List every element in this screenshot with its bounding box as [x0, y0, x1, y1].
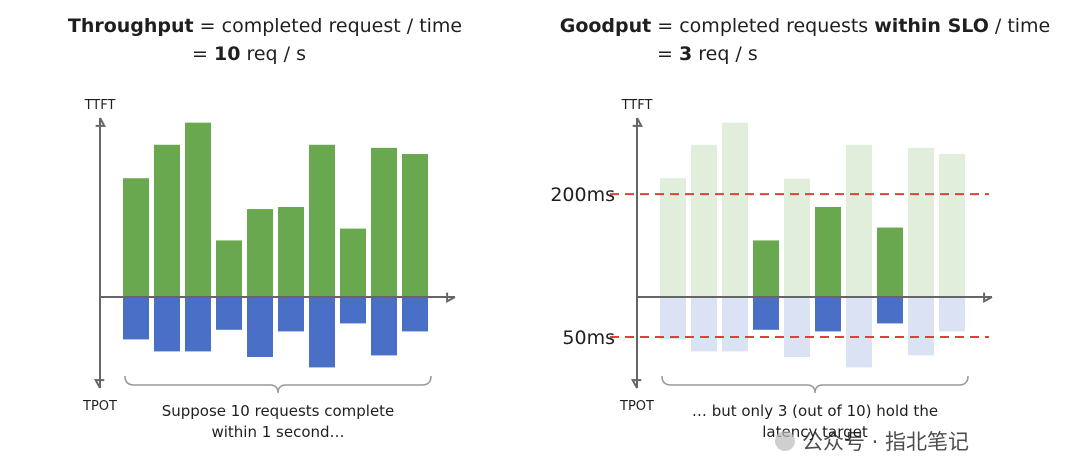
title: = 3 req / s	[657, 43, 758, 65]
title-part: = completed requests	[651, 15, 874, 37]
ttft-bar	[185, 122, 211, 297]
tpot-bar	[185, 298, 211, 352]
tpot-bar	[846, 298, 872, 368]
caption: … but only 3 (out of 10) hold the	[692, 402, 938, 420]
tpot-bar	[722, 298, 748, 352]
ttft-bar	[877, 227, 903, 296]
title-part: Throughput	[68, 15, 194, 37]
tpot-bar	[247, 298, 273, 357]
ttft-bar	[846, 144, 872, 296]
ttft-bar	[340, 228, 366, 296]
title-part: within SLO	[874, 15, 989, 37]
ttft-bar	[247, 209, 273, 296]
ttft-bar	[784, 178, 810, 296]
ttft-bar	[216, 240, 242, 296]
tpot-bar	[753, 298, 779, 330]
title-part: = completed request / time	[194, 15, 462, 37]
title: Throughput = completed request / time	[68, 15, 462, 37]
title-part: 3	[679, 43, 692, 65]
ttft-bar	[908, 147, 934, 296]
ttft-bar	[278, 207, 304, 296]
y-axis-label: TTFT	[84, 98, 116, 113]
tpot-bar	[278, 298, 304, 332]
tpot-bar	[123, 298, 149, 340]
ttft-bar	[402, 154, 428, 296]
tpot-bar	[371, 298, 397, 356]
y-axis-label: TTFT	[621, 98, 653, 113]
tpot-bar	[784, 298, 810, 357]
tpot-bar	[877, 298, 903, 324]
brace	[124, 375, 432, 394]
arrow-head	[983, 292, 993, 304]
ttft-bar	[309, 144, 335, 296]
threshold-label: 50ms	[562, 327, 615, 349]
arrow-head	[93, 379, 105, 389]
tpot-bar	[340, 298, 366, 324]
title: = 10 req / s	[192, 43, 306, 65]
caption: within 1 second…	[211, 423, 344, 441]
ttft-bar	[123, 178, 149, 296]
watermark: 公众号 · 指北笔记	[802, 430, 969, 454]
tpot-bar	[216, 298, 242, 330]
ttft-bar	[815, 207, 841, 296]
arrow-head	[630, 379, 642, 389]
title-part: Goodput	[560, 15, 652, 37]
threshold-label: 200ms	[550, 184, 615, 206]
title: Goodput = completed requests within SLO …	[560, 15, 1051, 37]
watermark-icon	[775, 431, 795, 451]
arrow-head	[95, 117, 107, 127]
ttft-bar	[722, 122, 748, 297]
ttft-bar	[660, 178, 686, 296]
tpot-bar	[939, 298, 965, 332]
ttft-bar	[691, 144, 717, 296]
title-part: req / s	[240, 43, 306, 65]
caption: Suppose 10 requests complete	[162, 402, 395, 420]
tpot-bar	[154, 298, 180, 352]
arrow-head	[632, 117, 644, 127]
tpot-bar	[309, 298, 335, 368]
title-part: =	[192, 43, 214, 65]
y2-axis-label: TPOT	[82, 399, 117, 414]
tpot-bar	[660, 298, 686, 340]
arrow-head	[446, 292, 456, 304]
title-part: 10	[214, 43, 240, 65]
title-part: / time	[989, 15, 1050, 37]
ttft-bar	[371, 147, 397, 296]
ttft-bar	[939, 154, 965, 296]
tpot-bar	[908, 298, 934, 356]
title-part: =	[657, 43, 679, 65]
tpot-bar	[402, 298, 428, 332]
ttft-bar	[154, 144, 180, 296]
tpot-bar	[815, 298, 841, 332]
y2-axis-label: TPOT	[619, 399, 654, 414]
tpot-bar	[691, 298, 717, 352]
ttft-bar	[753, 240, 779, 296]
brace	[661, 375, 969, 394]
title-part: req / s	[692, 43, 758, 65]
